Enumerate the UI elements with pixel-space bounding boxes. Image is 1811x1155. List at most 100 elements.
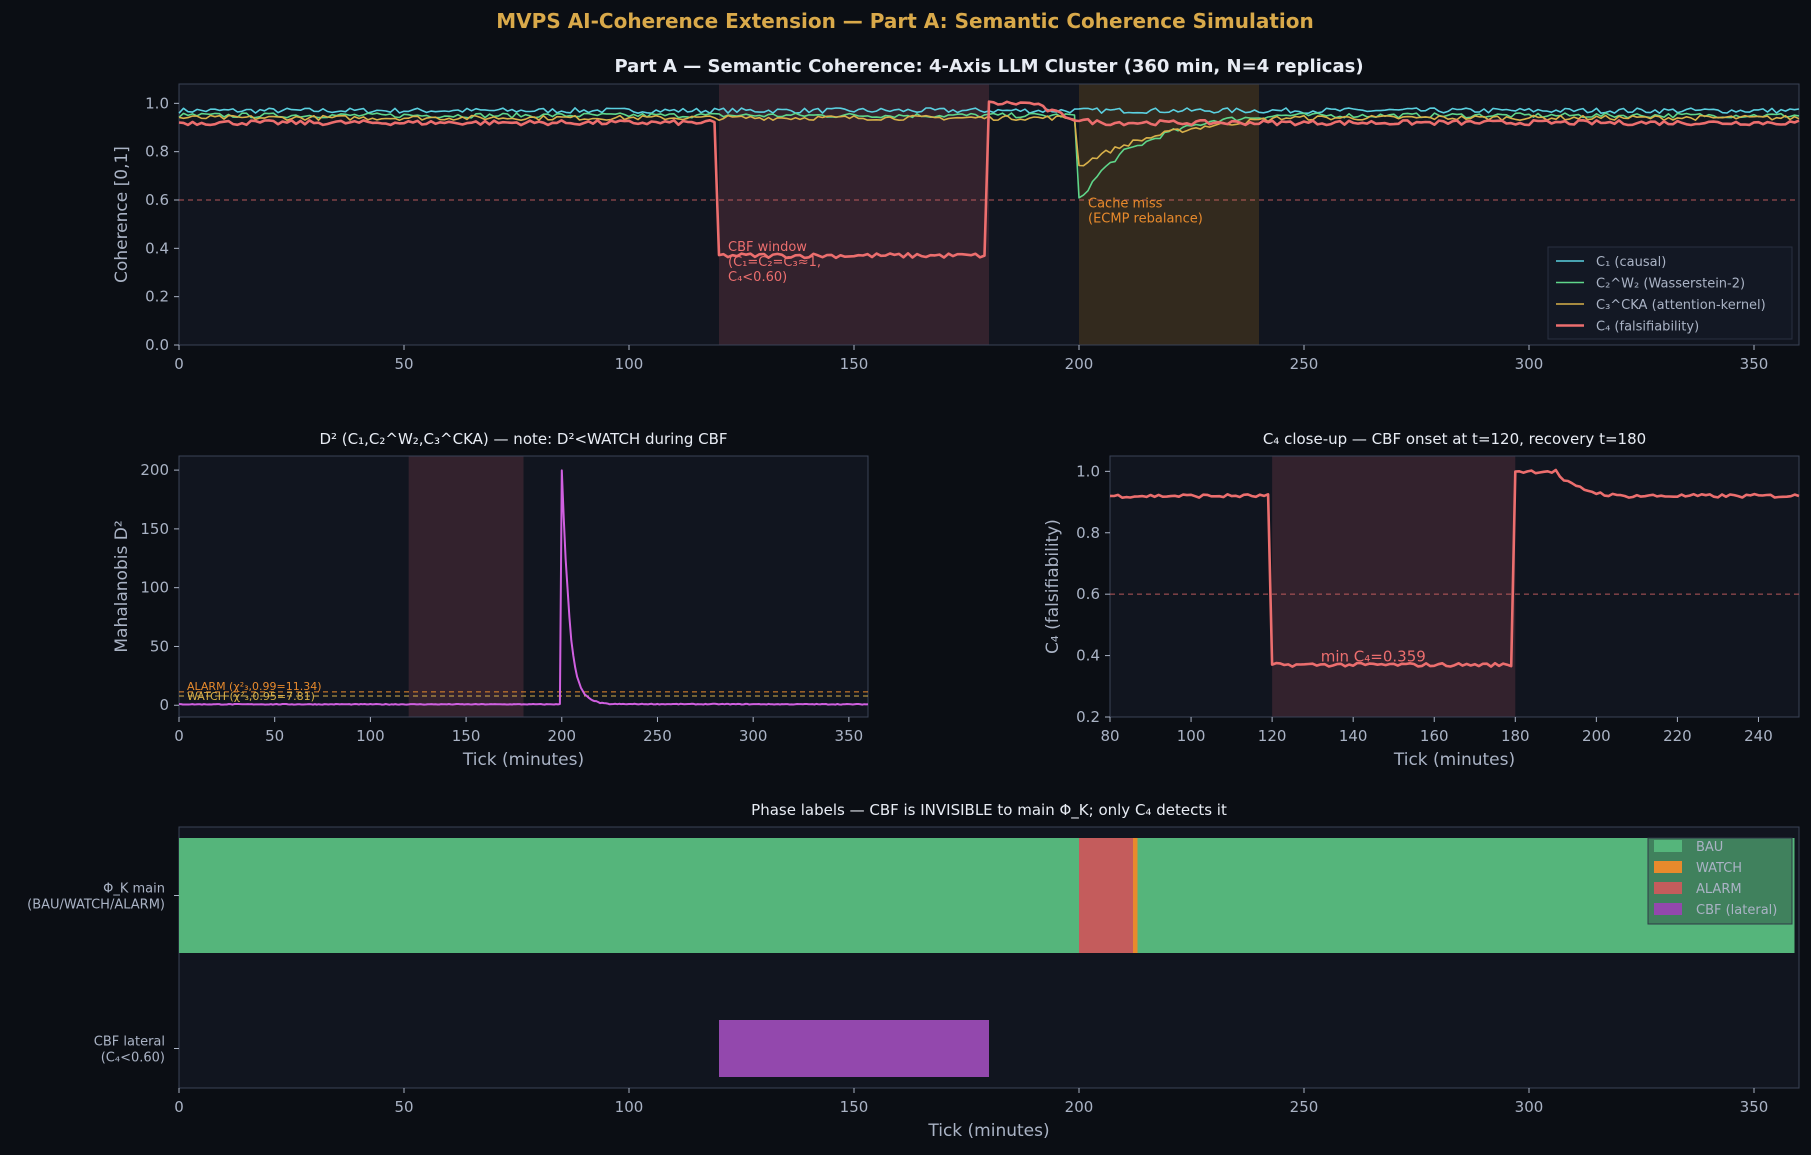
- x-tick-label: 300: [1515, 1098, 1544, 1116]
- series-line-1: [179, 469, 869, 706]
- x-tick-label: 300: [1515, 355, 1544, 373]
- annotation-text: (C₁=C₂=C₃≈1,: [728, 255, 821, 270]
- legend-label: BAU: [1696, 840, 1723, 855]
- threshold-label: WATCH (χ²₃,0.95=7.81): [187, 690, 315, 703]
- series-line-1: [1109, 468, 1800, 668]
- y-tick-label: 150: [140, 520, 169, 538]
- x-tick-label: 250: [643, 727, 672, 745]
- x-tick-label: 100: [1177, 727, 1206, 745]
- x-tick-label: 250: [1290, 1098, 1319, 1116]
- y-tick-label: 0.4: [1076, 647, 1100, 665]
- x-tick-label: 180: [1501, 727, 1530, 745]
- x-tick-label: 240: [1744, 727, 1773, 745]
- y-tick-label: 50: [150, 637, 169, 655]
- x-tick-label: 200: [1065, 355, 1094, 373]
- y-tick-label: 200: [140, 461, 169, 479]
- annotation-text: CBF window: [728, 240, 807, 255]
- figure-title: MVPS AI-Coherence Extension — Part A: Se…: [496, 9, 1313, 33]
- x-tick-label: 0: [174, 355, 184, 373]
- legend-label: ALARM: [1696, 882, 1742, 897]
- phase-segment-cbf-lateral-: [719, 1020, 989, 1077]
- legend-swatch: [1654, 882, 1682, 894]
- x-tick-label: 300: [739, 727, 768, 745]
- y-axis-label: Mahalanobis D²: [112, 520, 132, 652]
- y-tick-label: 0.6: [1076, 585, 1100, 603]
- x-tick-label: 220: [1663, 727, 1692, 745]
- x-tick-label: 80: [1100, 727, 1119, 745]
- y-axis-label: Coherence [0,1]: [112, 146, 132, 283]
- legend-box: [1547, 246, 1793, 340]
- x-tick-label: 50: [394, 355, 413, 373]
- x-tick-label: 100: [615, 355, 644, 373]
- x-tick-label: 100: [356, 727, 385, 745]
- panel-title: C₄ close-up — CBF onset at t=120, recove…: [1263, 430, 1646, 448]
- y-tick-label: 0.6: [145, 191, 169, 209]
- x-tick-label: 120: [1258, 727, 1287, 745]
- y-tick-label: 0.4: [145, 239, 169, 257]
- x-tick-label: 350: [1740, 355, 1769, 373]
- panel-2: D² (C₁,C₂^W₂,C₃^CKA) — note: D²<WATCH du…: [112, 430, 869, 770]
- x-tick-label: 200: [547, 727, 576, 745]
- y-tick-label: 1.0: [1076, 462, 1100, 480]
- x-tick-label: 140: [1339, 727, 1368, 745]
- threshold-label: ALARM (χ²₃,0.99=11.34): [187, 680, 322, 693]
- x-axis-label: Tick (minutes): [1393, 750, 1515, 770]
- panel-title: D² (C₁,C₂^W₂,C₃^CKA) — note: D²<WATCH du…: [319, 430, 727, 448]
- x-tick-label: 150: [840, 355, 869, 373]
- x-tick-label: 100: [615, 1098, 644, 1116]
- x-tick-label: 160: [1420, 727, 1449, 745]
- legend-label: C₃^CKA (attention-kernel): [1596, 298, 1766, 313]
- x-tick-label: 150: [452, 727, 481, 745]
- y-tick-label: 1.0: [145, 94, 169, 112]
- x-tick-label: 150: [840, 1098, 869, 1116]
- phase-segment-bau: [179, 838, 1079, 953]
- cbf-window-shade: [408, 456, 524, 717]
- legend-swatch: [1654, 903, 1682, 915]
- legend-label: WATCH: [1696, 861, 1742, 876]
- row-label: (BAU/WATCH/ALARM): [27, 898, 165, 913]
- x-tick-label: 350: [835, 727, 864, 745]
- panel-4: Phase labels — CBF is INVISIBLE to main …: [27, 801, 1800, 1141]
- panel-title: Phase labels — CBF is INVISIBLE to main …: [751, 801, 1227, 820]
- x-tick-label: 250: [1290, 355, 1319, 373]
- row-label: CBF lateral: [94, 1035, 165, 1050]
- x-axis-label: Tick (minutes): [927, 1121, 1049, 1141]
- x-tick-label: 350: [1740, 1098, 1769, 1116]
- legend-swatch: [1654, 861, 1682, 873]
- y-tick-label: 100: [140, 579, 169, 597]
- panel-title: Part A — Semantic Coherence: 4-Axis LLM …: [614, 56, 1363, 77]
- x-tick-label: 0: [174, 727, 184, 745]
- y-tick-label: 0.8: [1076, 524, 1100, 542]
- legend-label: C₁ (causal): [1596, 255, 1666, 270]
- legend-label: C₄ (falsifiability): [1596, 320, 1699, 335]
- annotation-text: C₄<0.60): [728, 270, 787, 285]
- annotation-text: (ECMP rebalance): [1088, 211, 1203, 226]
- y-tick-label: 0.2: [145, 288, 169, 306]
- legend-label: CBF (lateral): [1696, 903, 1777, 918]
- y-tick-label: 0: [159, 696, 169, 714]
- y-axis-label: C₄ (falsifiability): [1043, 519, 1063, 654]
- row-label: (C₄<0.60): [101, 1051, 165, 1066]
- x-axis-label: Tick (minutes): [462, 750, 584, 770]
- phase-segment-watch: [1133, 838, 1138, 953]
- row-label: Φ_K main: [103, 882, 165, 897]
- x-tick-label: 200: [1582, 727, 1611, 745]
- panel-1: Part A — Semantic Coherence: 4-Axis LLM …: [112, 56, 1800, 373]
- y-tick-label: 0.8: [145, 143, 169, 161]
- x-tick-label: 50: [265, 727, 284, 745]
- cbf-window-shade: [719, 84, 989, 345]
- annotation-text: min C₄=0.359: [1321, 648, 1426, 666]
- cbf-window-shade: [1272, 456, 1516, 717]
- x-tick-label: 200: [1065, 1098, 1094, 1116]
- y-tick-label: 0.0: [145, 336, 169, 354]
- y-tick-label: 0.2: [1076, 708, 1100, 726]
- series-line-4: [178, 100, 1800, 260]
- x-tick-label: 50: [394, 1098, 413, 1116]
- x-tick-label: 0: [174, 1098, 184, 1116]
- panel-3: C₄ close-up — CBF onset at t=120, recove…: [1043, 430, 1800, 770]
- legend-swatch: [1654, 840, 1682, 852]
- phase-segment-alarm: [1079, 838, 1133, 953]
- annotation-text: Cache miss: [1088, 196, 1163, 211]
- legend-label: C₂^W₂ (Wasserstein-2): [1596, 277, 1745, 292]
